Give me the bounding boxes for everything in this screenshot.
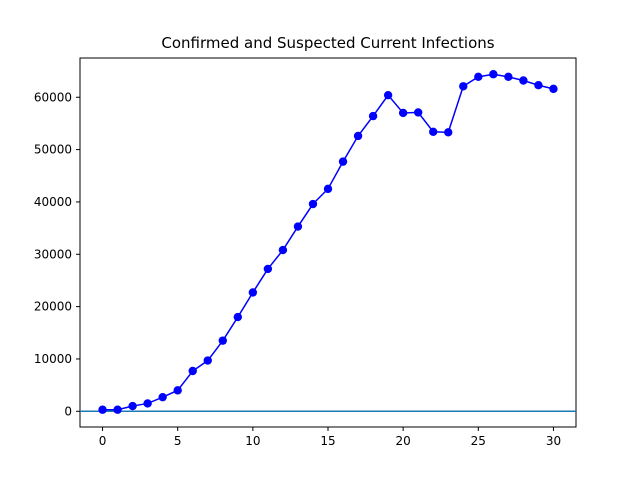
y-tick-label: 60000 [34, 90, 72, 104]
x-tick-label: 30 [546, 434, 561, 448]
series-line [102, 73, 554, 411]
series-group [98, 70, 558, 414]
x-tick-label: 0 [99, 434, 107, 448]
data-point [218, 336, 227, 345]
data-point [113, 405, 122, 414]
data-point [188, 366, 197, 376]
data-point [173, 386, 182, 395]
data-point [398, 108, 408, 118]
data-point [459, 82, 468, 91]
data-point [128, 401, 137, 411]
data-point [534, 81, 543, 90]
data-point [549, 84, 558, 94]
data-point [444, 128, 453, 137]
y-tick-label: 50000 [34, 143, 72, 157]
y-tick-label: 10000 [34, 352, 72, 366]
data-point [143, 399, 152, 408]
x-tick-label: 15 [320, 434, 335, 448]
data-point [504, 72, 513, 82]
y-axis-ticks: 0 10000 20000 30000 40000 50000 60000 [34, 90, 80, 418]
data-point [308, 199, 318, 209]
data-point [158, 392, 167, 402]
data-point [278, 245, 288, 255]
data-point [203, 356, 212, 365]
y-tick-label: 0 [64, 404, 72, 418]
data-point [248, 288, 258, 297]
x-tick-label: 20 [396, 434, 411, 448]
data-point [474, 72, 483, 82]
data-point [338, 157, 348, 166]
data-point [413, 108, 423, 117]
y-tick-label: 40000 [34, 195, 72, 209]
x-tick-label: 10 [245, 434, 260, 448]
y-tick-label: 30000 [34, 247, 72, 261]
data-point [368, 111, 378, 121]
data-point [293, 222, 303, 231]
data-point [383, 90, 393, 100]
data-point [98, 405, 107, 414]
data-point [233, 312, 243, 322]
data-point [353, 131, 363, 141]
plot-frame [79, 57, 577, 428]
x-tick-label: 25 [471, 434, 486, 448]
chart-title: Confirmed and Suspected Current Infectio… [161, 34, 495, 52]
x-axis-ticks: 0 5 10 15 20 25 30 [99, 427, 561, 448]
data-point [429, 127, 438, 136]
data-point [519, 76, 528, 85]
data-point [263, 264, 273, 274]
data-point [489, 70, 498, 79]
data-point [323, 184, 333, 194]
x-tick-label: 5 [174, 434, 182, 448]
y-tick-label: 20000 [34, 300, 72, 314]
